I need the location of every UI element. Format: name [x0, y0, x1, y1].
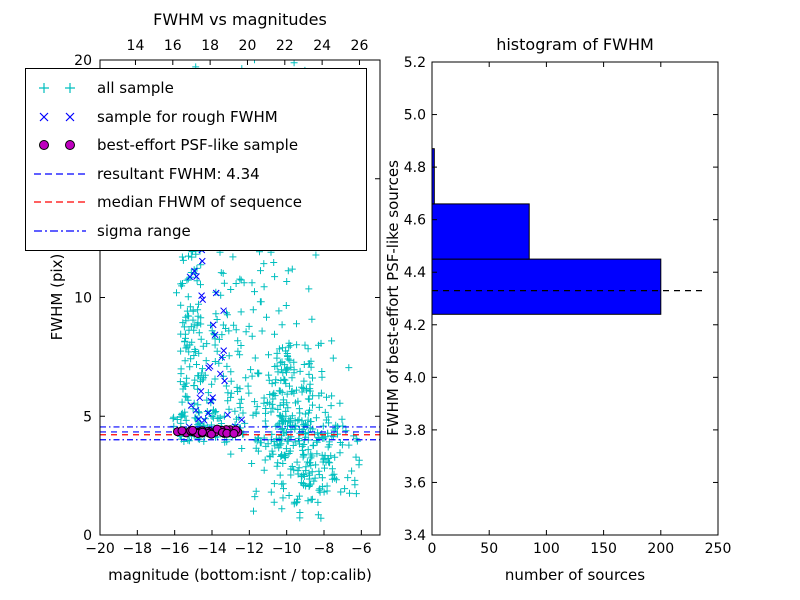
legend-item-sigma-range: sigma range — [32, 217, 360, 246]
tick-label: 26 — [351, 38, 369, 54]
legend-label: sample for rough FWHM — [97, 107, 278, 126]
legend-label: all sample — [97, 79, 174, 98]
tick-label: 3.8 — [404, 423, 426, 439]
tick-label: −10 — [272, 541, 302, 557]
tick-label: −14 — [197, 541, 227, 557]
left-plot-ylabel: FWHM (pix) — [48, 254, 66, 341]
tick-label: 0 — [428, 541, 437, 557]
tick-label: 16 — [164, 38, 182, 54]
tick-label: 4.6 — [404, 213, 426, 229]
legend-item-rough-fwhm: sample for rough FWHM — [32, 103, 360, 132]
tick-label: −8 — [314, 541, 335, 557]
tick-label: 3.6 — [404, 475, 426, 491]
legend-label: sigma range — [97, 221, 191, 240]
legend-item-resultant-fwhm: resultant FWHM: 4.34 — [32, 160, 360, 189]
psf-point — [188, 425, 198, 435]
tick-label: 4.2 — [404, 318, 426, 334]
right-plot-ylabel: FWHM of best-effort PSF-like sources — [384, 160, 402, 436]
tick-label: 4.4 — [404, 265, 426, 281]
tick-label: 5.0 — [404, 108, 426, 124]
legend-item-median-fhwm: median FHWM of sequence — [32, 188, 360, 217]
psf-point — [177, 426, 187, 436]
histogram-bar — [432, 258, 662, 315]
tick-label: −18 — [123, 541, 153, 557]
legend-item-all-sample: all sample — [32, 74, 360, 103]
x-marker-icon — [39, 112, 75, 122]
left-plot-ticks: −20 −18 −16 −14 −12 −10 −8 −6 14 16 18 20 22 24 26 0 5 10… — [74, 38, 380, 557]
right-plot-frame — [431, 61, 719, 536]
plus-marker-icon — [39, 83, 75, 94]
tick-label: −12 — [235, 541, 265, 557]
red-dashed-line-icon — [34, 201, 86, 203]
left-plot: FWHM vs magnitudes magnitude (bottom:isn… — [48, 10, 381, 584]
right-plot: histogram of FWHM number of sources FWHM… — [384, 35, 731, 584]
right-plot-ticks: 0 50 100 150 200 250 3.4 3.6 3.8 4.0 4.2 4.4 4.6 4.8 5… — [404, 55, 732, 557]
left-plot-xlabel: magnitude (bottom:isnt / top:calib) — [108, 566, 372, 584]
tick-label: 200 — [647, 541, 674, 557]
tick-label: 10 — [74, 291, 92, 307]
tick-label: 4.0 — [404, 370, 426, 386]
blue-dashdot-line-icon — [34, 230, 86, 232]
tick-label: 0 — [83, 528, 92, 544]
tick-label: 4.8 — [404, 160, 426, 176]
legend-label: resultant FWHM: 4.34 — [97, 164, 260, 183]
circle-marker-icon — [39, 140, 75, 151]
legend-label: best-effort PSF-like sample — [97, 136, 299, 155]
tick-label: 3.4 — [404, 528, 426, 544]
histogram-bar — [432, 203, 530, 260]
tick-label: 100 — [533, 541, 560, 557]
tick-label: 5.2 — [404, 55, 426, 71]
tick-label: 20 — [239, 38, 257, 54]
tick-label: −6 — [351, 541, 372, 557]
legend: all sample sample for rough FWHM best-ef… — [25, 68, 367, 251]
legend-item-psf-sample: best-effort PSF-like sample — [32, 131, 360, 160]
tick-label: 250 — [705, 541, 732, 557]
blue-dashed-line-icon — [34, 173, 86, 175]
tick-label: −20 — [85, 541, 115, 557]
tick-label: 150 — [590, 541, 617, 557]
psf-point — [229, 429, 239, 438]
tick-label: −16 — [160, 541, 190, 557]
tick-label: 24 — [313, 38, 331, 54]
histogram-bar — [432, 148, 435, 205]
psf-point — [197, 427, 207, 437]
tick-label: 50 — [480, 541, 498, 557]
legend-label: median FHWM of sequence — [97, 193, 302, 212]
tick-label: 14 — [127, 38, 145, 54]
tick-label: 5 — [83, 409, 92, 425]
right-plot-title: histogram of FWHM — [496, 35, 654, 54]
right-plot-xlabel: number of sources — [505, 566, 645, 584]
tick-label: 20 — [74, 53, 92, 69]
right-plot-bars — [432, 148, 662, 315]
left-plot-reference-lines — [100, 426, 380, 441]
tick-label: 22 — [276, 38, 294, 54]
psf-point — [206, 429, 216, 439]
left-plot-title: FWHM vs magnitudes — [153, 10, 327, 29]
tick-label: 18 — [201, 38, 219, 54]
left-plot-psf-points — [173, 424, 243, 439]
